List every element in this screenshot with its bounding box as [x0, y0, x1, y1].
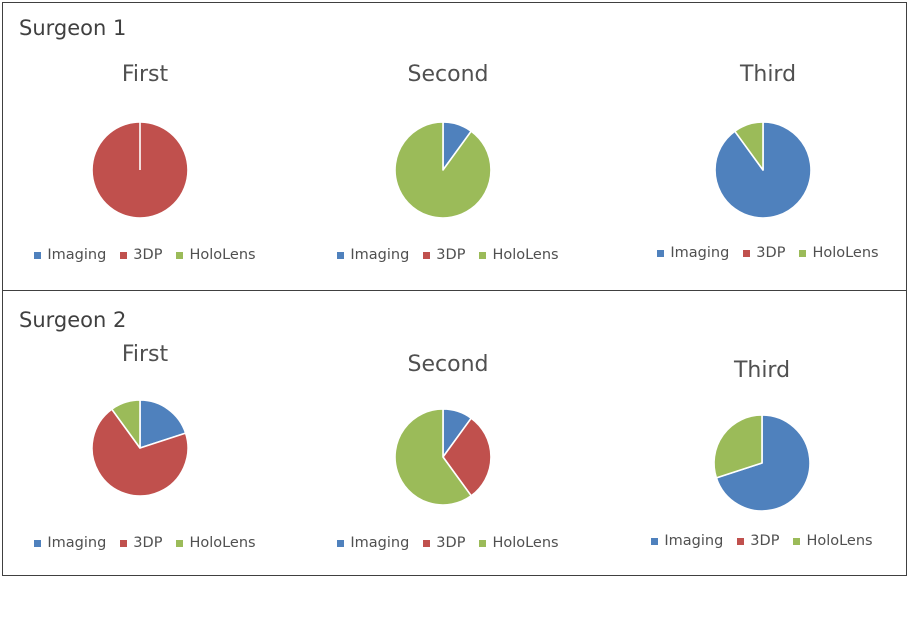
pie-svg	[394, 121, 492, 219]
panel-title: Surgeon 1	[19, 16, 127, 40]
legend-swatch	[337, 251, 345, 259]
legend-swatch	[423, 251, 431, 259]
legend: Imaging 3DP HoloLens	[318, 247, 578, 263]
legend-swatch	[657, 249, 665, 257]
chart-title: Third	[739, 62, 797, 87]
legend: Imaging 3DP HoloLens	[632, 533, 892, 549]
legend-item: HoloLens	[176, 247, 256, 263]
legend-swatch	[423, 539, 431, 547]
pie-slice-hololens	[733, 121, 764, 171]
legend-label: 3DP	[750, 533, 780, 549]
legend-item: 3DP	[423, 535, 465, 551]
legend-swatch	[479, 539, 487, 547]
pie-slice-hololens	[110, 399, 141, 449]
pie-slice-hololens	[713, 414, 763, 479]
pie-chart: Third Imaging 3DP HoloLens	[632, 358, 892, 618]
chart-title: Second	[407, 352, 489, 377]
legend-item: Imaging	[651, 533, 723, 549]
panel-title: Surgeon 2	[19, 308, 127, 332]
pie-svg	[394, 408, 492, 506]
pie-svg	[714, 121, 812, 219]
chart-title: First	[121, 62, 169, 87]
pie-slice-3dp	[91, 408, 189, 497]
pie-chart: Second Imaging 3DP HoloLens	[318, 352, 578, 612]
legend-item: 3DP	[120, 535, 162, 551]
legend-item: 3DP	[737, 533, 779, 549]
legend-label: HoloLens	[492, 247, 559, 263]
legend-swatch	[176, 251, 184, 259]
legend-swatch	[743, 249, 751, 257]
legend-item: Imaging	[34, 247, 106, 263]
legend-swatch	[651, 537, 659, 545]
legend-item: HoloLens	[176, 535, 256, 551]
legend: Imaging 3DP HoloLens	[318, 535, 578, 551]
pie-chart: Second Imaging 3DP HoloLens	[318, 62, 578, 322]
pie-chart: First Imaging 3DP HoloLens	[15, 342, 275, 602]
pie-slice-hololens	[394, 121, 492, 219]
legend-label: Imaging	[47, 247, 107, 263]
legend-swatch	[34, 251, 42, 259]
legend-item: HoloLens	[479, 535, 559, 551]
legend-label: Imaging	[47, 535, 107, 551]
legend-item: Imaging	[34, 535, 106, 551]
legend-swatch	[120, 251, 128, 259]
legend-item: Imaging	[337, 535, 409, 551]
legend-label: HoloLens	[812, 245, 879, 261]
legend-item: Imaging	[337, 247, 409, 263]
pie-slice-imaging	[715, 414, 811, 512]
legend-swatch	[120, 539, 128, 547]
legend-swatch	[479, 251, 487, 259]
legend-swatch	[337, 539, 345, 547]
pie-slice-3dp	[442, 417, 492, 497]
chart-title: Second	[407, 62, 489, 87]
legend-item: 3DP	[743, 245, 785, 261]
pie-svg	[91, 121, 189, 219]
legend-item: 3DP	[423, 247, 465, 263]
legend-label: HoloLens	[806, 533, 873, 549]
legend-swatch	[737, 537, 745, 545]
chart-title: First	[121, 342, 169, 367]
legend-label: HoloLens	[189, 247, 256, 263]
legend-label: 3DP	[133, 247, 163, 263]
legend-label: 3DP	[756, 245, 786, 261]
pie-chart: Third Imaging 3DP HoloLens	[638, 62, 898, 322]
legend-label: 3DP	[436, 535, 466, 551]
legend-label: 3DP	[133, 535, 163, 551]
legend-label: Imaging	[350, 247, 410, 263]
pie-svg	[713, 414, 811, 512]
legend-label: Imaging	[664, 533, 724, 549]
legend-item: 3DP	[120, 247, 162, 263]
pie-chart: First Imaging 3DP HoloLens	[15, 62, 275, 322]
pie-svg	[91, 399, 189, 497]
legend-item: HoloLens	[799, 245, 879, 261]
legend-swatch	[176, 539, 184, 547]
legend-label: HoloLens	[492, 535, 559, 551]
legend-label: Imaging	[670, 245, 730, 261]
legend-item: HoloLens	[479, 247, 559, 263]
legend-item: HoloLens	[793, 533, 873, 549]
legend-item: Imaging	[657, 245, 729, 261]
legend-swatch	[34, 539, 42, 547]
legend-swatch	[793, 537, 801, 545]
legend: Imaging 3DP HoloLens	[15, 535, 275, 551]
pie-slice-hololens	[394, 408, 473, 506]
legend-label: 3DP	[436, 247, 466, 263]
chart-title: Third	[733, 358, 791, 383]
legend: Imaging 3DP HoloLens	[638, 245, 898, 261]
legend: Imaging 3DP HoloLens	[15, 247, 275, 263]
legend-label: HoloLens	[189, 535, 256, 551]
legend-label: Imaging	[350, 535, 410, 551]
legend-swatch	[799, 249, 807, 257]
pie-slice-imaging	[139, 399, 187, 449]
